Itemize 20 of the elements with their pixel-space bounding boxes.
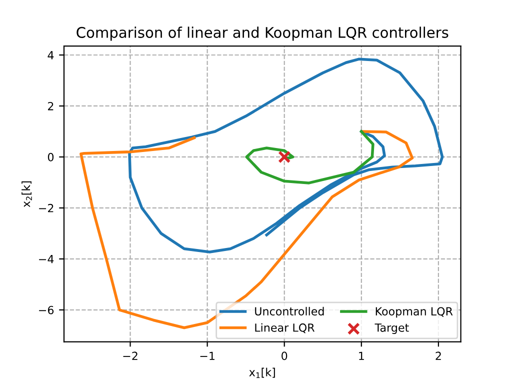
x-tick-label: 2 xyxy=(436,352,441,360)
x-tick-label: −1 xyxy=(200,352,214,360)
legend-label: Koopman LQR xyxy=(376,307,453,318)
y-tick-label: 4 xyxy=(48,51,54,60)
legend-label: Uncontrolled xyxy=(255,306,324,316)
line-series xyxy=(245,130,374,184)
legend-label: Linear LQR xyxy=(255,323,315,334)
y-axis-title: x$_{2}$[k] xyxy=(22,181,32,208)
x-axis-title: x$_{1}$[k] xyxy=(249,368,275,378)
y-tick-label: −4 xyxy=(39,255,54,264)
y-tick-label: 2 xyxy=(48,102,54,110)
line-series xyxy=(128,58,444,254)
x-tick-label: 1 xyxy=(359,352,364,360)
y-tick-label: −2 xyxy=(39,204,54,212)
y-tick-label: 0 xyxy=(48,152,54,162)
x-tick-label: 0 xyxy=(282,352,288,360)
legend-label: Target xyxy=(374,324,409,334)
chart-title: Comparison of linear and Koopman LQR controllers xyxy=(76,26,448,41)
x-tick-label: −2 xyxy=(123,352,138,360)
y-tick-label: −6 xyxy=(39,306,54,314)
